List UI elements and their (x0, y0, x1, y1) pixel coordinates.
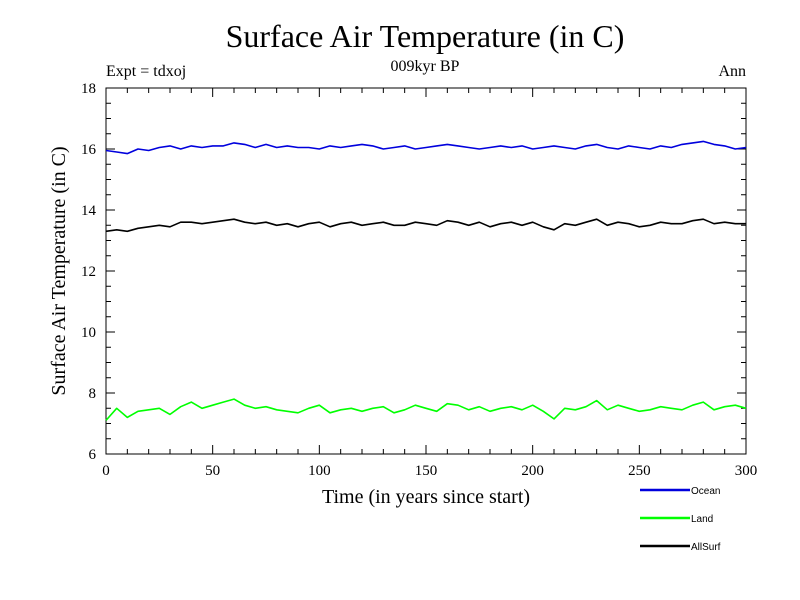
legend-label-allsurf: AllSurf (691, 542, 721, 553)
legend-label-ocean: Ocean (691, 486, 720, 497)
axis-ticks (105, 87, 747, 455)
series-line-ocean (105, 140, 747, 155)
y-axis-label: Surface Air Temperature (in C) (48, 146, 70, 395)
y-tick-label: 12 (81, 264, 96, 280)
plot-frame (105, 87, 747, 455)
x-axis-label: Time (in years since start) (322, 486, 530, 508)
y-tick-label: 8 (89, 386, 97, 402)
x-tick-label: 0 (102, 463, 110, 479)
x-tick-label: 150 (415, 463, 438, 479)
x-tick-label: 300 (735, 463, 758, 479)
x-tick-label: 100 (308, 463, 331, 479)
series-line-land (105, 398, 747, 421)
legend-label-land: Land (691, 514, 713, 525)
legend: Ocean Land AllSurf (640, 486, 721, 553)
x-tick-label: 50 (205, 463, 220, 479)
y-tick-label: 10 (81, 325, 96, 341)
y-tick-label: 18 (81, 81, 96, 97)
chart-subtitle-center: 009kyr BP (391, 58, 460, 75)
x-tick-label: 200 (521, 463, 544, 479)
chart-subtitle-right: Ann (718, 63, 746, 80)
y-tick-labels: 6 8 10 12 14 16 18 (81, 81, 97, 463)
series-lines (105, 140, 747, 421)
x-tick-labels: 0 50 100 150 200 250 300 (102, 463, 757, 479)
chart-title: Surface Air Temperature (in C) (226, 18, 625, 54)
y-tick-label: 14 (81, 203, 97, 219)
y-tick-label: 6 (89, 447, 97, 463)
x-tick-label: 250 (628, 463, 651, 479)
series-line-allsurf (105, 218, 746, 233)
chart-subtitle-left: Expt = tdxoj (106, 63, 186, 80)
y-tick-label: 16 (81, 142, 97, 158)
